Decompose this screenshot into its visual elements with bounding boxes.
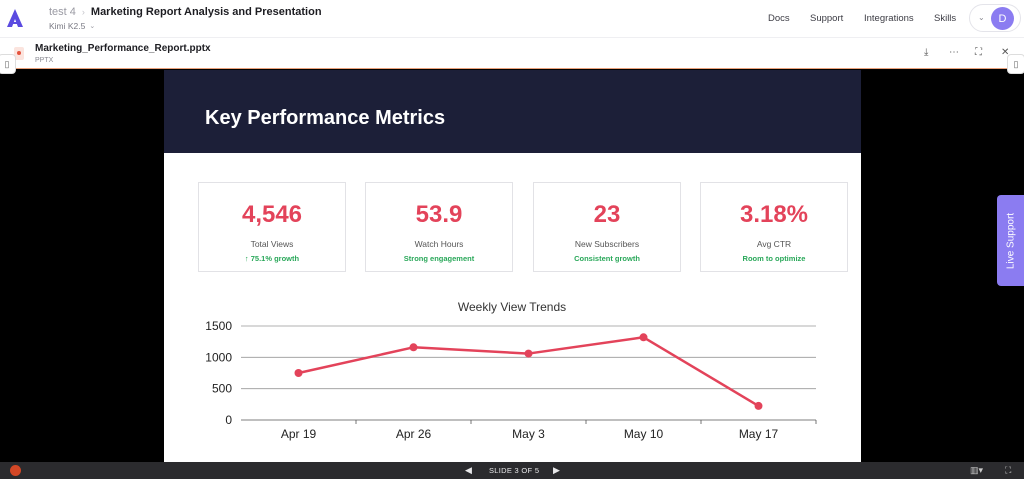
chart-title: Weekly View Trends xyxy=(458,300,566,314)
x-tick-label: May 3 xyxy=(512,427,545,441)
kpi-label: Total Views xyxy=(250,239,294,249)
kpi-card-new-subscribers: 23 New Subscribers Consistent growth xyxy=(533,182,681,272)
nav-docs[interactable]: Docs xyxy=(768,13,790,24)
nav-skills[interactable]: Skills xyxy=(934,13,957,24)
kpi-card-total-views: 4,546 Total Views ↑ 75.1% growth xyxy=(198,182,346,272)
slide-header: Key Performance Metrics xyxy=(164,70,861,153)
expand-icon[interactable]: ⛶ xyxy=(975,47,982,58)
app-logo-icon[interactable] xyxy=(6,8,24,28)
model-selector[interactable]: Kimi K2.5 ⌄ xyxy=(49,21,322,31)
data-point xyxy=(294,369,303,377)
account-menu[interactable]: ⌄ D xyxy=(969,4,1021,32)
fullscreen-icon[interactable]: ⛶ xyxy=(1005,465,1012,475)
kpi-value: 23 xyxy=(593,201,621,228)
x-tick-label: May 17 xyxy=(739,427,779,441)
pptx-file-icon xyxy=(14,47,24,60)
presentation-toolbar: ◀ SLIDE 3 OF 5 ▶ ▥▾ ⛶ xyxy=(0,462,1024,479)
chevron-right-icon: › xyxy=(81,7,85,17)
live-support-label: Live Support xyxy=(1005,212,1016,269)
live-support-tab[interactable]: Live Support xyxy=(997,195,1024,286)
file-type: PPTX xyxy=(35,57,54,64)
chevron-down-icon: ⌄ xyxy=(978,13,985,22)
powerpoint-icon xyxy=(10,465,21,476)
kpi-note: Strong engagement xyxy=(403,254,475,263)
app-header: test 4 › Marketing Report Analysis and P… xyxy=(0,0,1024,37)
breadcrumb-project[interactable]: test 4 xyxy=(49,6,76,18)
x-tick-label: Apr 19 xyxy=(281,427,317,441)
kpi-value: 53.9 xyxy=(415,201,463,228)
slide-indicator: SLIDE 3 OF 5 xyxy=(489,466,540,475)
data-point xyxy=(754,401,763,410)
kpi-card-watch-hours: 53.9 Watch Hours Strong engagement xyxy=(365,182,513,272)
kpi-note: ↑ 75.1% growth xyxy=(244,254,300,263)
kpi-card-avg-ctr: 3.18% Avg CTR Room to optimize xyxy=(700,182,848,272)
data-point xyxy=(524,349,533,358)
slide-title: Key Performance Metrics xyxy=(205,107,446,129)
breadcrumb: test 4 › Marketing Report Analysis and P… xyxy=(49,6,322,31)
series-line xyxy=(298,336,760,407)
previous-slide-icon[interactable]: ◀ xyxy=(465,465,472,475)
y-tick-label: 1500 xyxy=(205,319,232,333)
avatar: D xyxy=(991,7,1014,30)
kpi-label: Watch Hours xyxy=(414,239,464,249)
kpi-label: New Subscribers xyxy=(574,239,640,249)
kpi-note: Consistent growth xyxy=(574,254,640,263)
view-mode-icon[interactable]: ▥▾ xyxy=(970,465,984,475)
close-icon[interactable]: ✕ xyxy=(1001,47,1010,58)
kpi-value: 3.18% xyxy=(739,201,809,228)
data-point xyxy=(409,343,418,352)
chevron-down-icon: ⌄ xyxy=(89,23,96,30)
right-panel-toggle-icon[interactable]: ▯ xyxy=(1007,54,1024,74)
kpi-label: Avg CTR xyxy=(756,239,792,249)
weekly-view-trends-chart: Weekly View Trends 0 500 1000 1500 Apr 19 Ap… xyxy=(205,300,817,441)
x-tick-label: Apr 26 xyxy=(396,427,432,441)
download-icon[interactable]: ⤓ xyxy=(924,47,929,58)
y-tick-label: 0 xyxy=(225,413,232,427)
file-name: Marketing_Performance_Report.pptx xyxy=(35,43,211,54)
left-panel-toggle-icon[interactable]: ▯ xyxy=(0,54,16,74)
page-title: Marketing Report Analysis and Presentati… xyxy=(90,6,322,18)
more-options-icon[interactable]: ⋯ xyxy=(949,47,959,58)
kpi-note: Room to optimize xyxy=(742,254,806,263)
x-tick-label: May 10 xyxy=(624,427,664,441)
next-slide-icon[interactable]: ▶ xyxy=(553,465,560,475)
kpi-value: 4,546 xyxy=(241,201,303,228)
y-tick-label: 500 xyxy=(212,382,232,396)
nav-integrations[interactable]: Integrations xyxy=(864,13,914,24)
slide: Key Performance Metrics 4,546 Total View… xyxy=(164,70,861,462)
model-name: Kimi K2.5 xyxy=(49,21,86,31)
y-tick-label: 1000 xyxy=(205,350,232,364)
file-bar: Marketing_Performance_Report.pptx PPTX ⤓… xyxy=(0,37,1024,69)
data-point xyxy=(639,333,648,342)
nav-support[interactable]: Support xyxy=(810,13,844,24)
